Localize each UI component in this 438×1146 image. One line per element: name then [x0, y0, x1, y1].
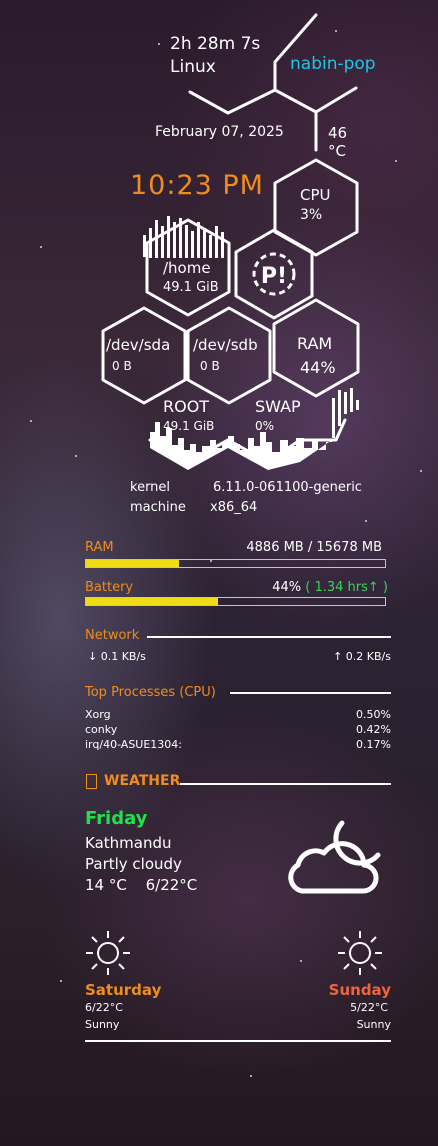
kernel-value: 6.11.0-061100-generic — [213, 480, 362, 495]
process-value: 0.42% — [356, 723, 391, 736]
ram-label: RAM — [85, 540, 114, 555]
weather-divider — [180, 783, 391, 785]
sun-icon — [338, 931, 382, 975]
home-value: 49.1 GiB — [163, 280, 219, 295]
sda-value: 0 B — [112, 359, 132, 373]
battery-label: Battery — [85, 580, 134, 595]
battery-bar-fill — [86, 598, 218, 605]
sda-label: /dev/sda — [106, 336, 171, 354]
process-list: Xorg 0.50% conky 0.42% irq/40-ASUE1304: … — [85, 707, 391, 752]
cpu-label: CPU — [300, 186, 331, 204]
battery-bar — [85, 597, 386, 606]
sda-hex — [101, 306, 187, 405]
sun-icon — [86, 931, 130, 975]
network-down: ↓ 0.1 KB/s — [88, 650, 146, 663]
kernel-label: kernel — [130, 480, 171, 495]
ram-usage: 4886 MB / 15678 MB — [246, 540, 382, 555]
weather-temp: 14 °C — [85, 876, 127, 894]
os-name: Linux — [170, 57, 216, 77]
machine-label: machine — [130, 500, 186, 515]
weather-temps: 14 °C 6/22°C — [85, 876, 197, 894]
weather-condition: Partly cloudy — [85, 855, 182, 873]
home-hex — [145, 218, 231, 317]
swap-value: 0% — [255, 419, 275, 433]
process-row: Xorg 0.50% — [85, 707, 391, 722]
network-up: ↑ 0.2 KB/s — [333, 650, 391, 663]
sdb-label: /dev/sdb — [193, 336, 258, 354]
ram-hex-value: 44% — [300, 358, 336, 377]
battery-percent: 44% — [272, 580, 302, 595]
cpu-hex — [273, 158, 359, 257]
battery-time: ( 1.34 hrs↑ ) — [305, 580, 388, 595]
root-value: 49.1 GiB — [163, 419, 215, 433]
ram-bar-fill — [86, 560, 179, 567]
temperature-unit: °C — [328, 142, 346, 160]
bottom-divider — [85, 1040, 391, 1042]
forecast-condition-1: Sunny — [85, 1018, 120, 1031]
logo-hex — [234, 228, 314, 320]
process-value: 0.50% — [356, 708, 391, 721]
process-name: conky — [85, 723, 118, 736]
process-name: Xorg — [85, 708, 111, 721]
swap-label: SWAP — [255, 397, 301, 416]
weather-city: Kathmandu — [85, 834, 172, 852]
forecast-day-1: Saturday — [85, 981, 162, 999]
pop-os-logo-icon: P! — [252, 252, 296, 296]
svg-text:P!: P! — [261, 264, 287, 289]
clock: 10:23 PM — [130, 170, 264, 201]
weather-label: WEATHER — [104, 773, 181, 789]
weather-day: Friday — [85, 808, 148, 829]
process-row: irq/40-ASUE1304: 0.17% — [85, 737, 391, 752]
forecast-range-1: 6/22°C — [85, 1001, 123, 1014]
cpu-value: 3% — [300, 207, 323, 223]
forecast-range-2: 5/22°C — [350, 1001, 388, 1014]
system-hex-graphic: P! — [101, 13, 360, 470]
forecast-condition-2: Sunny — [356, 1018, 391, 1031]
process-value: 0.17% — [356, 738, 391, 751]
processes-label: Top Processes (CPU) — [85, 685, 216, 700]
partly-cloudy-night-icon — [288, 820, 381, 894]
process-name: irq/40-ASUE1304: — [85, 738, 183, 751]
date: February 07, 2025 — [155, 124, 284, 140]
network-label: Network — [85, 628, 140, 643]
forecast-day-2: Sunday — [328, 981, 391, 999]
home-label: /home — [163, 259, 211, 277]
processes-divider — [230, 692, 391, 694]
battery-status: 44% ( 1.34 hrs↑ ) — [272, 580, 388, 595]
sdb-value: 0 B — [200, 359, 220, 373]
weather-icon — [86, 774, 97, 789]
ram-hex-label: RAM — [297, 334, 333, 353]
network-divider — [147, 636, 391, 638]
root-label: ROOT — [163, 397, 210, 416]
hostname: nabin-pop — [290, 54, 376, 74]
temperature: 46 °C — [328, 124, 347, 160]
ram-bar — [85, 559, 386, 568]
sdb-hex — [186, 306, 272, 405]
machine-value: x86_64 — [210, 500, 258, 515]
temperature-value: 46 — [328, 124, 348, 142]
weather-range: 6/22°C — [145, 876, 198, 894]
uptime: 2h 28m 7s — [170, 34, 261, 54]
process-row: conky 0.42% — [85, 722, 391, 737]
ram-hex — [272, 298, 360, 398]
